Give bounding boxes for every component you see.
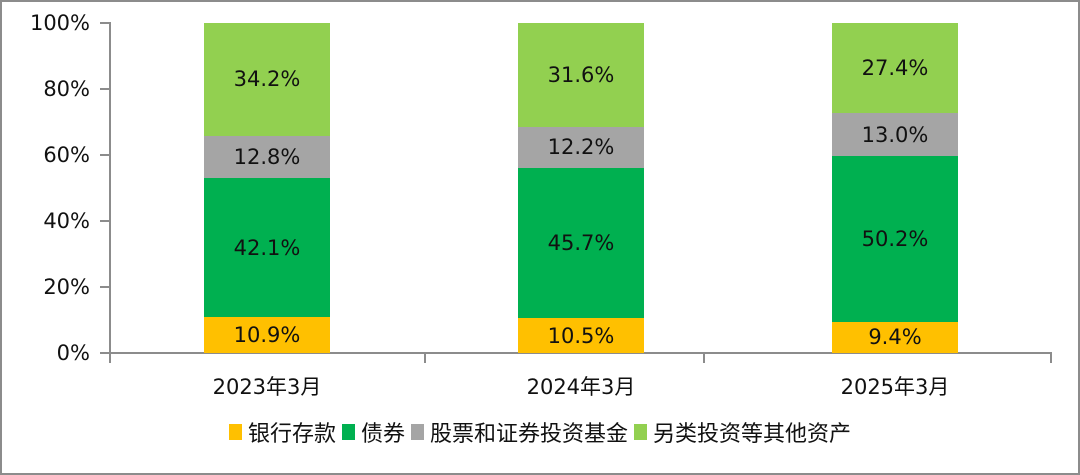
legend-swatch-icon: [411, 424, 424, 440]
data-label: 50.2%: [861, 227, 929, 252]
x-axis-tick: [109, 352, 111, 363]
legend-swatch-icon: [634, 424, 648, 440]
legend-label: 股票和证券投资基金: [430, 422, 629, 447]
y-axis: [109, 22, 111, 354]
y-tick-label: 40%: [43, 209, 90, 233]
y-axis-tick: [100, 88, 110, 90]
legend-label: 另类投资等其他资产: [653, 422, 852, 447]
bar-2025年3月: 9.4% 50.2% 13.0% 27.4%: [832, 23, 958, 353]
x-axis: [100, 352, 1052, 354]
legend-item: 债券: [341, 416, 405, 448]
bar-segment: 13.0%: [832, 113, 958, 157]
x-axis-tick: [703, 352, 705, 363]
bar-segment: 50.2%: [832, 156, 958, 322]
bar-segment: 34.2%: [204, 23, 330, 136]
y-tick-label: 100%: [29, 11, 90, 35]
bar-segment: 9.4%: [832, 321, 958, 353]
y-tick-label: 20%: [43, 275, 90, 299]
legend-label: 债券: [360, 422, 405, 447]
bar-segment: 42.1%: [204, 178, 330, 318]
bar-2024年3月: 10.5% 45.7% 12.2% 31.6%: [518, 23, 644, 353]
data-label: 45.7%: [547, 230, 615, 255]
bar-2023年3月: 10.9% 42.1% 12.8% 34.2%: [204, 23, 330, 353]
data-label: 31.6%: [547, 63, 615, 88]
y-axis-tick: [100, 286, 110, 288]
data-label: 12.8%: [233, 144, 301, 169]
x-tick-label: 2024年3月: [526, 375, 636, 399]
data-label: 9.4%: [868, 325, 922, 350]
data-label: 13.0%: [861, 122, 929, 147]
bar-segment: 10.5%: [518, 318, 644, 353]
y-tick-label: 80%: [43, 77, 90, 101]
y-axis-tick: [100, 220, 110, 222]
chart-legend: 银行存款 债券 股票和证券投资基金 另类投资等其他资产: [0, 416, 1080, 448]
bar-segment: 31.6%: [518, 23, 644, 128]
x-tick-label: 2023年3月: [212, 375, 322, 399]
y-axis-tick: [100, 154, 110, 156]
legend-item: 另类投资等其他资产: [634, 416, 851, 448]
legend-swatch-icon: [228, 424, 242, 440]
y-axis-tick: [100, 352, 110, 354]
bar-segment: 45.7%: [518, 167, 644, 319]
data-label: 27.4%: [861, 56, 929, 81]
data-label: 12.2%: [547, 135, 615, 160]
x-axis-tick: [424, 352, 426, 363]
bar-segment: 12.8%: [204, 135, 330, 179]
legend-item: 银行存款: [228, 416, 336, 448]
legend-item: 股票和证券投资基金: [411, 416, 628, 448]
y-tick-label: 0%: [56, 341, 90, 365]
y-axis-tick: [100, 22, 110, 24]
bar-segment: 10.9%: [204, 317, 330, 353]
bar-segment: 27.4%: [832, 23, 958, 114]
data-label: 10.9%: [233, 323, 301, 348]
legend-label: 银行存款: [247, 422, 336, 447]
data-label: 10.5%: [547, 323, 615, 348]
data-label: 42.1%: [233, 235, 301, 260]
y-tick-label: 60%: [43, 143, 90, 167]
legend-swatch-icon: [341, 424, 355, 440]
data-label: 34.2%: [233, 67, 301, 92]
x-tick-label: 2025年3月: [840, 375, 950, 399]
bar-segment: 12.2%: [518, 127, 644, 168]
x-axis-tick: [1050, 352, 1052, 363]
